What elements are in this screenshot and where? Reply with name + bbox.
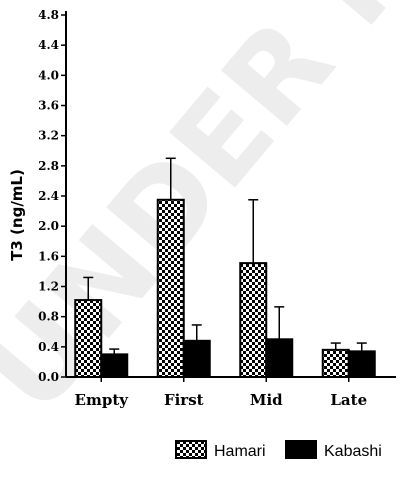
x-tick-label: Late	[330, 391, 367, 409]
y-tick-label: 1.2	[38, 280, 59, 294]
y-tick-label: 4.8	[38, 8, 59, 22]
y-tick-label: 3.6	[38, 99, 59, 113]
bar-kabashi	[347, 350, 376, 379]
y-tick-label: 4.0	[38, 68, 59, 82]
y-tick-label: 1.6	[38, 249, 59, 263]
bar-hamari	[156, 198, 185, 378]
bar-hamari	[74, 299, 103, 379]
bar-hamari	[239, 262, 268, 378]
axes: 0.0 0.4 0.8 1.2 1.6 2.0 2.4 2.8 3.2 3.6 4.0 4.4 4.8 E…	[38, 8, 396, 409]
x-tick-label: First	[164, 391, 204, 409]
legend: Hamari Kabashi	[175, 440, 382, 460]
legend-label-kabashi: Kabashi	[324, 443, 382, 460]
bar-hamari	[321, 348, 350, 379]
y-tick-label: 3.2	[38, 129, 59, 143]
error-bars	[83, 157, 367, 355]
y-tick-label: 4.4	[38, 38, 59, 52]
y-tick-label: 2.4	[38, 189, 59, 203]
bar-kabashi	[182, 339, 211, 378]
y-tick-label: 0.4	[38, 340, 59, 354]
legend-swatch-hamari	[175, 440, 207, 459]
legend-swatch-kabashi	[285, 440, 317, 459]
bar-kabashi	[100, 353, 129, 378]
y-tick-label: 2.0	[38, 219, 59, 233]
legend-label-hamari: Hamari	[214, 443, 266, 460]
x-tick-label: Empty	[75, 391, 130, 409]
x-tick-label: Mid	[250, 391, 283, 409]
bar-kabashi	[265, 338, 294, 378]
y-tick-label: 0.8	[38, 310, 59, 324]
y-tick-label: 0.0	[38, 370, 59, 384]
y-tick-label: 2.8	[38, 159, 59, 173]
y-axis-title: T3 (ng/mL)	[8, 169, 26, 261]
